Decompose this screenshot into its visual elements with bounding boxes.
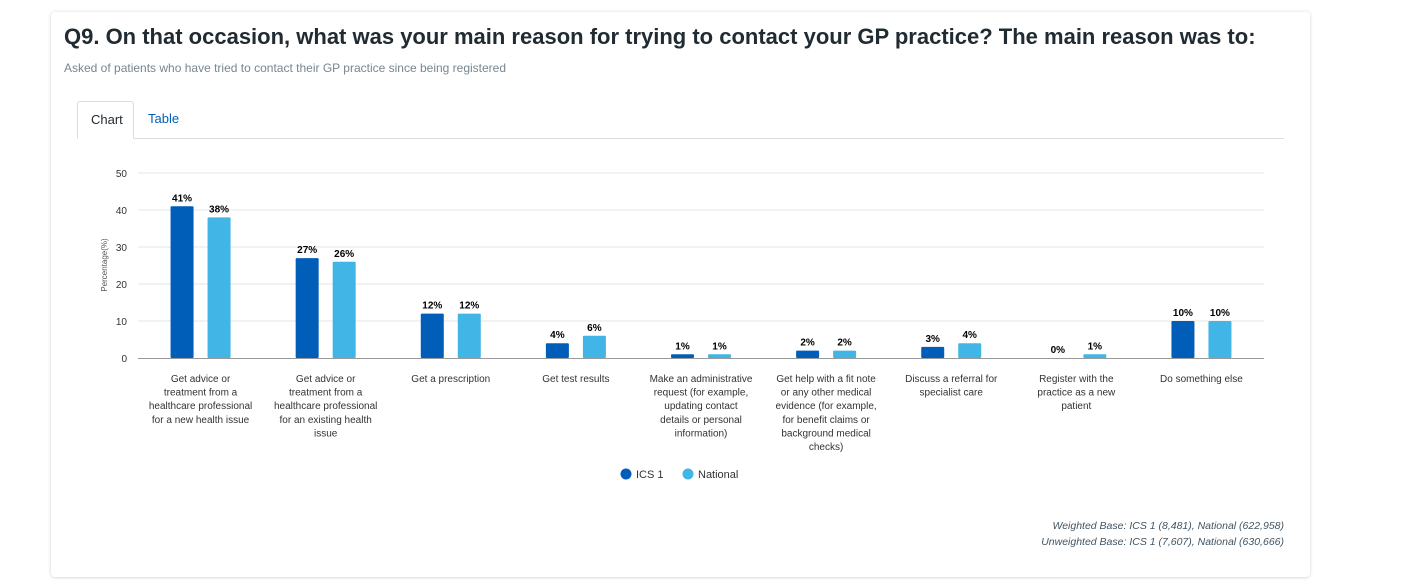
category-label: Get a prescription — [411, 374, 490, 385]
category-label: Register with the practice as a new patien… — [1037, 374, 1116, 412]
category-label: Do something else — [1160, 374, 1243, 385]
y-tick-label: 50 — [116, 169, 128, 180]
data-label: 2% — [837, 338, 852, 349]
category-label: Make an administrative request (for examp… — [650, 374, 753, 439]
unweighted-base-note: Unweighted Base: ICS 1 (7,607), National… — [1041, 536, 1284, 548]
view-tabs: Chart Table — [77, 101, 1284, 139]
data-label: 1% — [675, 341, 690, 352]
legend-swatch-national — [682, 468, 694, 480]
bar-national — [833, 350, 857, 358]
data-label: 10% — [1173, 308, 1193, 319]
category-label: Get help with a fit note or any other med… — [776, 374, 877, 453]
y-tick-label: 20 — [116, 280, 128, 291]
legend-label: ICS 1 — [636, 469, 664, 481]
data-label: 4% — [550, 330, 565, 341]
category-label: Get advice or treatment from a healthcare … — [274, 374, 377, 439]
y-axis-label: Percentage(%) — [100, 238, 109, 292]
question-title: Q9. On that occasion, what was your main… — [64, 24, 1256, 49]
category-label: Get test results — [542, 374, 609, 385]
bar-national — [958, 343, 982, 358]
bar-national — [457, 313, 481, 358]
question-subtitle: Asked of patients who have tried to cont… — [64, 61, 507, 75]
bar-chart: 0 10 20 30 40 50 Percentage(%) 41% 27% 12% 4% 1% 2% 3… — [100, 169, 1264, 481]
bar-ics-1 — [796, 350, 820, 358]
data-label: 38% — [209, 204, 229, 215]
bar-national — [708, 354, 731, 358]
data-label: 6% — [587, 323, 602, 334]
data-label: 3% — [925, 334, 940, 345]
data-label: 27% — [297, 245, 317, 256]
category-label: Get advice or treatment from a healthcare … — [149, 374, 252, 426]
y-tick-label: 0 — [121, 354, 127, 365]
bar-ics-1 — [671, 354, 694, 358]
bar-national — [582, 335, 606, 358]
data-label: 10% — [1210, 308, 1230, 319]
bar-national — [1208, 321, 1232, 358]
bar-ics-1 — [420, 313, 444, 358]
legend-swatch-ics-1 — [620, 468, 632, 480]
data-label: 4% — [962, 330, 977, 341]
weighted-base-note: Weighted Base: ICS 1 (8,481), National (… — [1052, 520, 1284, 532]
bar-ics-1 — [295, 258, 319, 358]
data-label: 1% — [1088, 341, 1103, 352]
data-label: 12% — [459, 301, 479, 312]
bar-national — [332, 261, 356, 358]
data-label: 2% — [800, 338, 815, 349]
question-card: Q9. On that occasion, what was your main… — [51, 12, 1310, 577]
bar-ics-1 — [921, 346, 945, 358]
bar-ics-1 — [1171, 321, 1195, 358]
data-label: 1% — [712, 341, 727, 352]
tab-table[interactable]: Table — [148, 111, 180, 126]
data-label: 0% — [1051, 345, 1066, 356]
data-label: 41% — [172, 193, 192, 204]
bar-national — [1083, 354, 1107, 358]
y-tick-label: 30 — [116, 243, 128, 254]
bar-ics-1 — [545, 343, 569, 358]
y-tick-label: 10 — [116, 317, 128, 328]
bar-ics-1 — [170, 206, 194, 358]
tab-chart[interactable]: Chart — [77, 101, 134, 139]
y-tick-label: 40 — [116, 206, 128, 217]
category-label: Discuss a referral for specialist care — [905, 374, 998, 399]
data-label: 26% — [334, 249, 354, 260]
data-label: 12% — [422, 301, 442, 312]
legend-label: National — [698, 469, 738, 481]
bar-national — [207, 217, 231, 358]
